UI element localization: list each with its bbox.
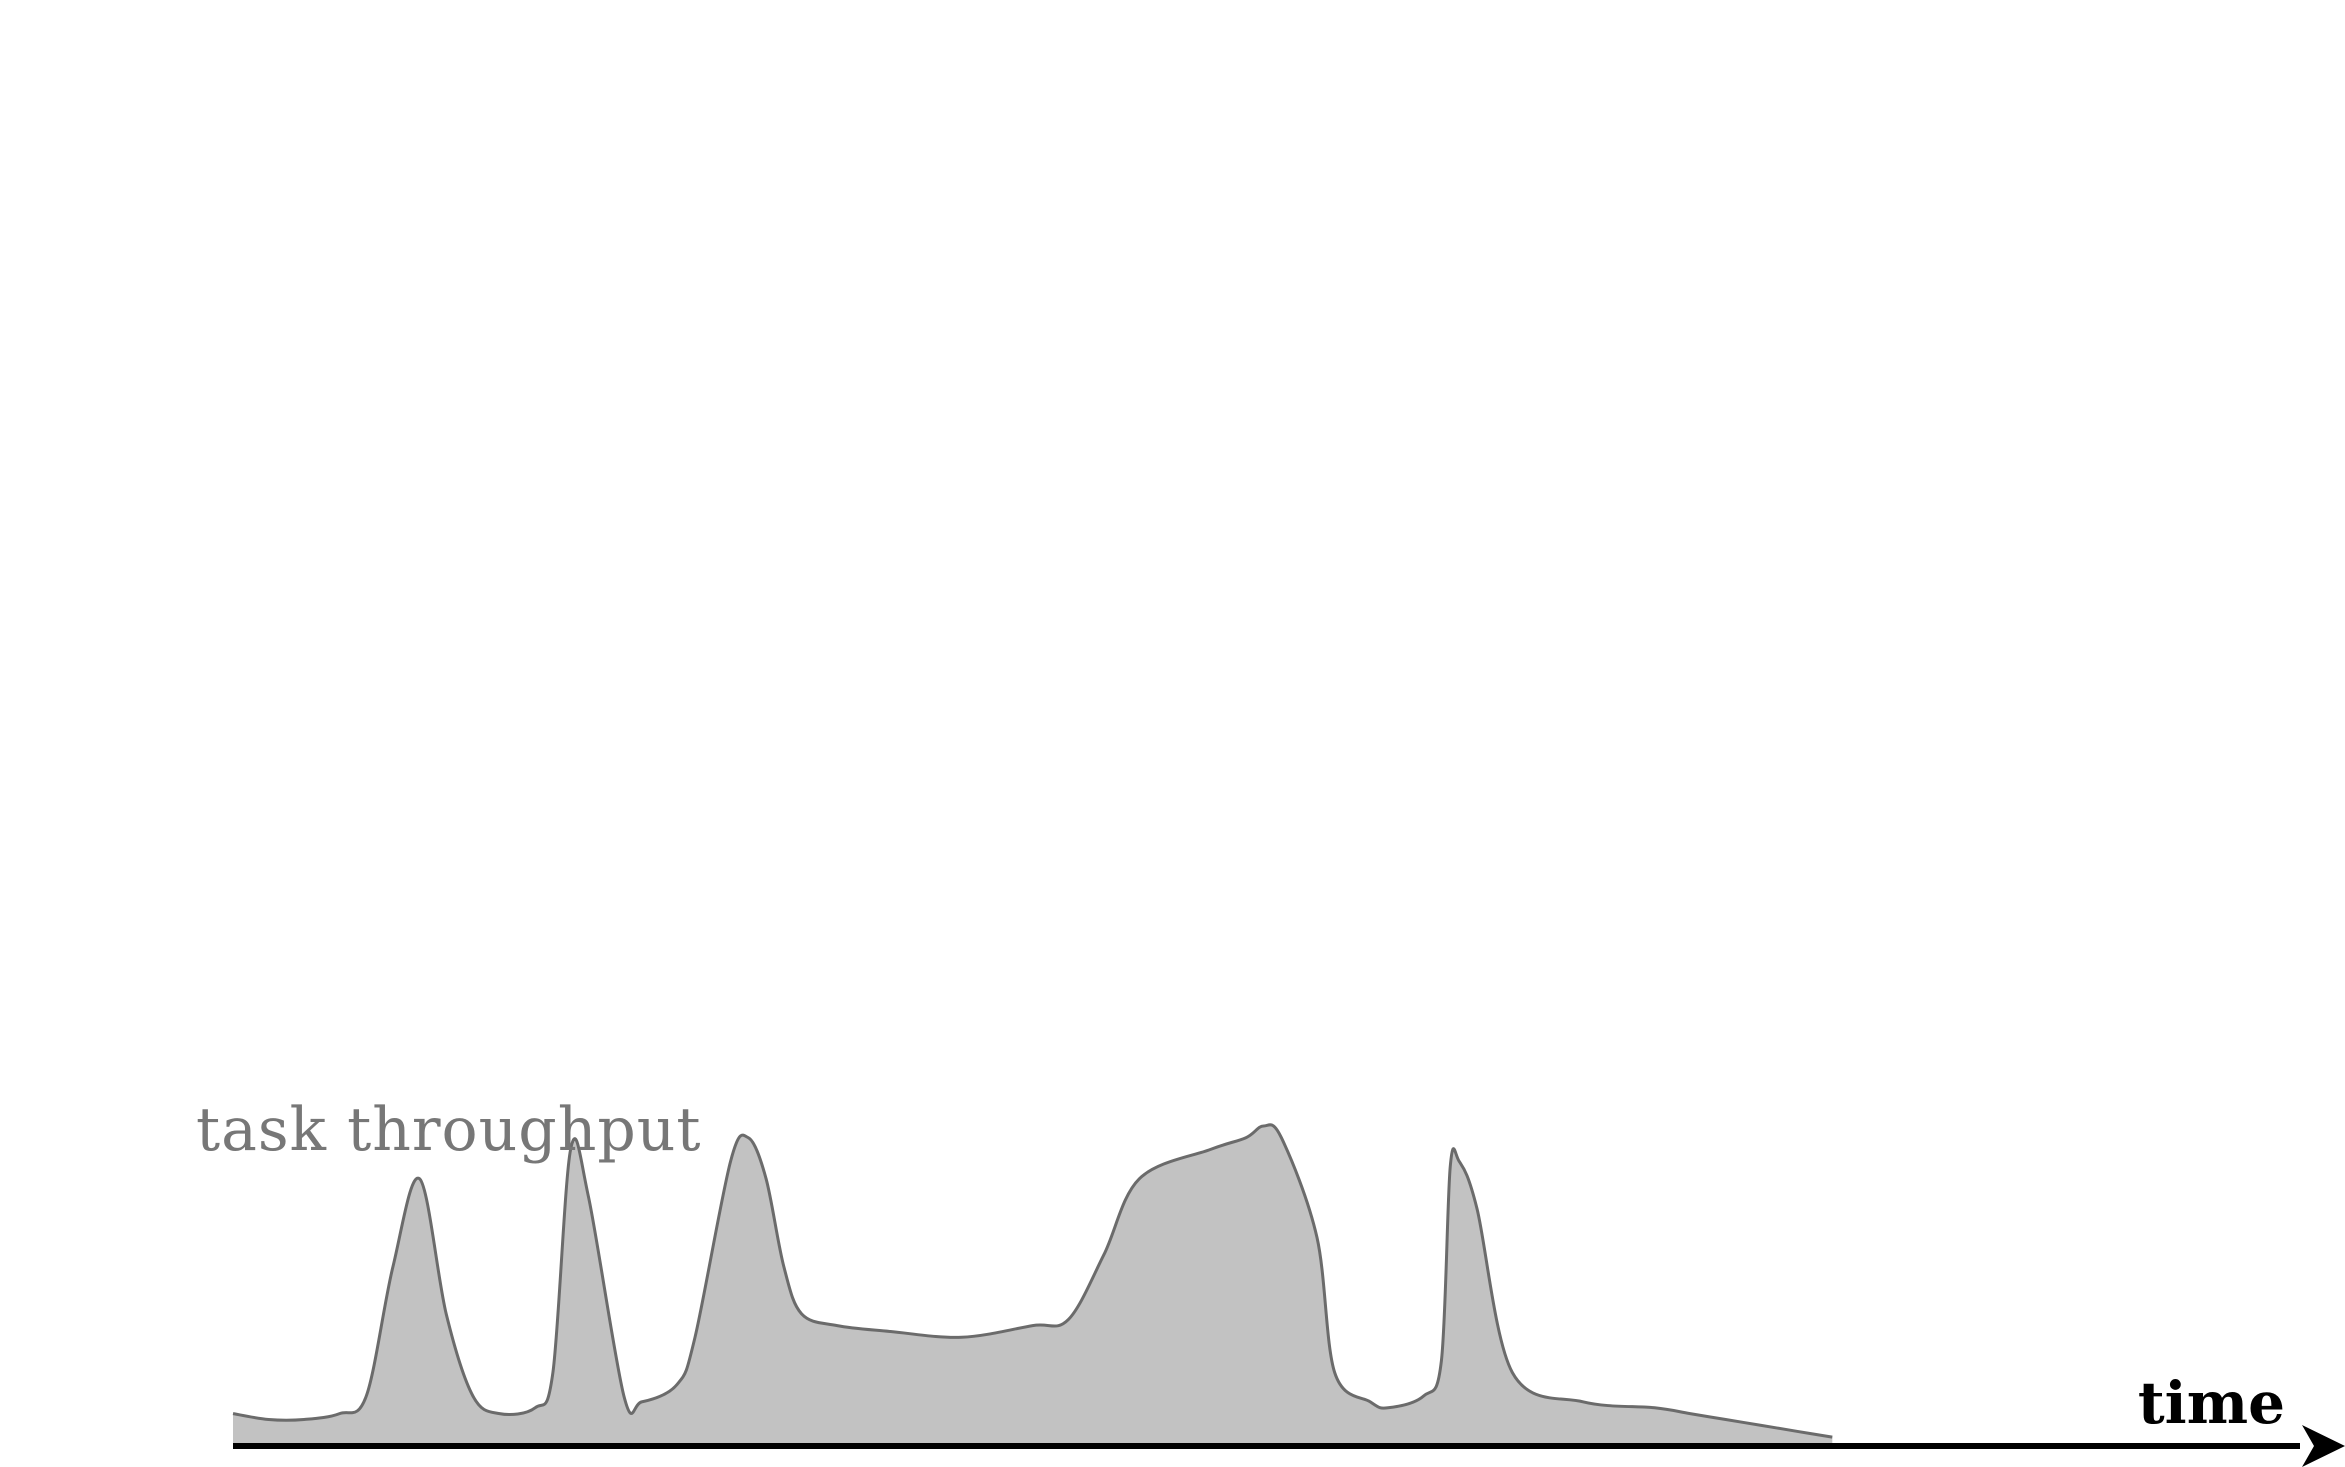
throughput-line (232, 1123, 1833, 1439)
series-label: task throughput (196, 1095, 702, 1165)
x-axis-arrowhead (2302, 1425, 2345, 1467)
x-axis-label: time (2138, 1369, 2285, 1437)
